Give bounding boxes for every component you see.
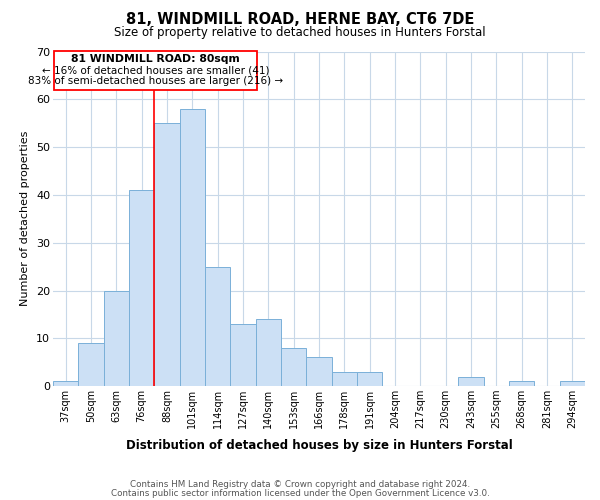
Bar — [53, 382, 78, 386]
Text: Contains HM Land Registry data © Crown copyright and database right 2024.: Contains HM Land Registry data © Crown c… — [130, 480, 470, 489]
Bar — [179, 109, 205, 386]
Text: 81, WINDMILL ROAD, HERNE BAY, CT6 7DE: 81, WINDMILL ROAD, HERNE BAY, CT6 7DE — [126, 12, 474, 26]
Text: 83% of semi-detached houses are larger (216) →: 83% of semi-detached houses are larger (… — [28, 76, 283, 86]
Bar — [78, 343, 104, 386]
Bar — [357, 372, 382, 386]
Bar — [154, 123, 179, 386]
Bar — [129, 190, 154, 386]
Bar — [332, 372, 357, 386]
Bar — [306, 358, 332, 386]
Text: 81 WINDMILL ROAD: 80sqm: 81 WINDMILL ROAD: 80sqm — [71, 54, 240, 64]
Bar — [256, 319, 281, 386]
Y-axis label: Number of detached properties: Number of detached properties — [20, 131, 31, 306]
Bar — [560, 382, 585, 386]
Text: Contains public sector information licensed under the Open Government Licence v3: Contains public sector information licen… — [110, 488, 490, 498]
Bar — [205, 266, 230, 386]
Bar — [54, 50, 257, 90]
X-axis label: Distribution of detached houses by size in Hunters Forstal: Distribution of detached houses by size … — [125, 440, 512, 452]
Bar — [104, 290, 129, 386]
Bar — [458, 376, 484, 386]
Text: ← 16% of detached houses are smaller (41): ← 16% of detached houses are smaller (41… — [42, 66, 269, 76]
Text: Size of property relative to detached houses in Hunters Forstal: Size of property relative to detached ho… — [114, 26, 486, 39]
Bar — [230, 324, 256, 386]
Bar — [281, 348, 306, 386]
Bar — [509, 382, 535, 386]
